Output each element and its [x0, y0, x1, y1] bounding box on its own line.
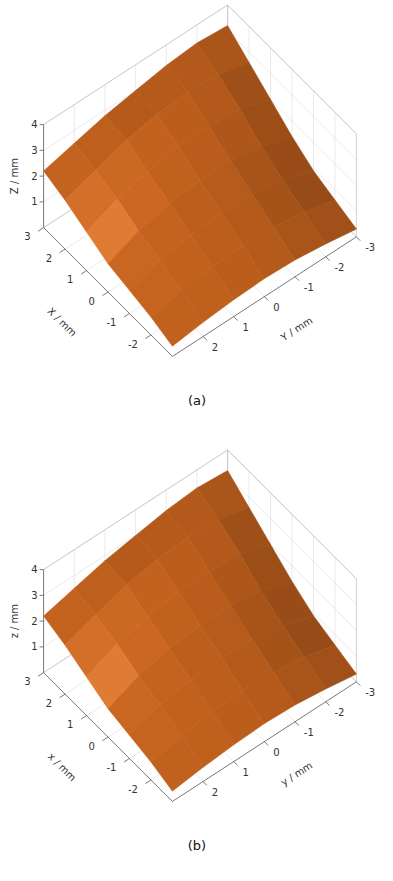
svg-text:2: 2: [46, 253, 52, 264]
svg-text:-3: -3: [365, 242, 375, 253]
svg-text:1: 1: [242, 767, 248, 778]
svg-text:1: 1: [31, 641, 37, 652]
svg-text:-1: -1: [106, 762, 116, 773]
svg-text:Y / mm: Y / mm: [278, 315, 314, 344]
svg-text:4: 4: [31, 119, 37, 130]
svg-text:y / mm: y / mm: [279, 760, 314, 788]
svg-text:2: 2: [31, 171, 37, 182]
svg-text:(a): (a): [188, 393, 206, 408]
svg-text:1: 1: [67, 719, 73, 730]
svg-text:0: 0: [273, 747, 279, 758]
svg-text:1: 1: [31, 196, 37, 207]
svg-text:Z / mm: Z / mm: [9, 158, 20, 194]
svg-text:3: 3: [31, 145, 37, 156]
svg-text:x / mm: x / mm: [46, 751, 79, 784]
svg-text:3: 3: [24, 231, 30, 242]
svg-text:0: 0: [89, 296, 95, 307]
svg-text:-3: -3: [365, 687, 375, 698]
svg-text:-2: -2: [334, 707, 344, 718]
svg-text:2: 2: [212, 787, 218, 798]
svg-text:-1: -1: [304, 727, 314, 738]
svg-text:3: 3: [24, 676, 30, 687]
svg-text:-2: -2: [128, 784, 138, 795]
svg-text:-2: -2: [128, 339, 138, 350]
svg-text:0: 0: [89, 741, 95, 752]
svg-text:z / mm: z / mm: [9, 604, 20, 638]
svg-text:1: 1: [67, 274, 73, 285]
svg-text:0: 0: [273, 302, 279, 313]
svg-text:(b): (b): [188, 838, 206, 853]
svg-text:-1: -1: [106, 317, 116, 328]
svg-text:-1: -1: [304, 282, 314, 293]
svg-text:2: 2: [46, 698, 52, 709]
svg-text:2: 2: [31, 616, 37, 627]
svg-text:4: 4: [31, 564, 37, 575]
svg-text:3: 3: [31, 590, 37, 601]
svg-text:2: 2: [212, 342, 218, 353]
svg-text:1: 1: [242, 322, 248, 333]
svg-text:X / mm: X / mm: [45, 305, 78, 338]
svg-text:-2: -2: [334, 262, 344, 273]
